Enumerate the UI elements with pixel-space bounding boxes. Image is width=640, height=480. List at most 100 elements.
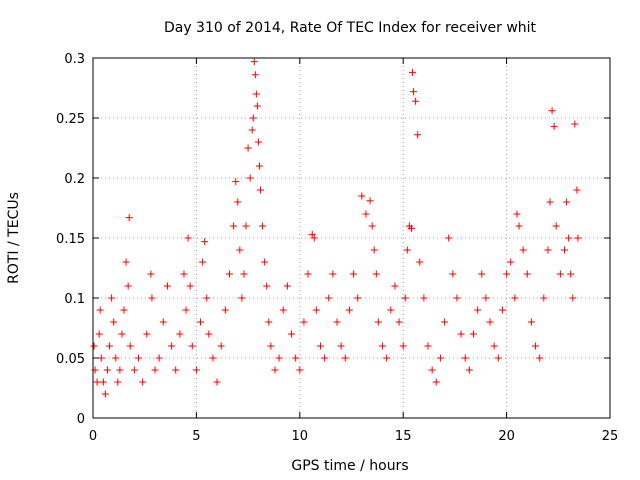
data-point — [565, 234, 573, 242]
data-point — [370, 246, 378, 254]
data-point — [246, 174, 254, 182]
data-point — [478, 270, 486, 278]
data-point — [540, 294, 548, 302]
data-point — [151, 366, 159, 374]
x-axis-label: GPS time / hours — [291, 458, 408, 474]
data-point — [168, 342, 176, 350]
data-point — [257, 186, 265, 194]
data-point — [552, 222, 560, 230]
data-point — [304, 270, 312, 278]
data-point — [271, 366, 279, 374]
x-tick-label: 25 — [602, 429, 619, 444]
data-point — [263, 282, 271, 290]
data-point — [180, 270, 188, 278]
data-point — [503, 270, 511, 278]
data-point — [130, 366, 138, 374]
data-point — [108, 294, 116, 302]
data-point — [374, 318, 382, 326]
data-point — [358, 192, 366, 200]
data-point — [134, 354, 142, 362]
data-point — [395, 318, 403, 326]
data-point — [498, 306, 506, 314]
data-point — [95, 330, 103, 338]
data-point — [147, 270, 155, 278]
data-point — [252, 90, 260, 98]
data-point — [163, 282, 171, 290]
data-point — [372, 270, 380, 278]
data-point — [569, 294, 577, 302]
data-point — [428, 366, 436, 374]
data-point — [556, 270, 564, 278]
data-point — [259, 222, 267, 230]
data-point — [199, 258, 207, 266]
data-point — [544, 246, 552, 254]
data-point — [248, 126, 256, 134]
data-point — [300, 318, 308, 326]
data-point — [310, 234, 318, 242]
data-points — [90, 58, 582, 398]
data-point — [345, 306, 353, 314]
data-point — [391, 282, 399, 290]
data-point — [242, 222, 250, 230]
chart-title: Day 310 of 2014, Rate Of TEC Index for r… — [164, 20, 537, 36]
data-point — [523, 270, 531, 278]
data-point — [532, 342, 540, 350]
data-point — [288, 330, 296, 338]
data-point — [410, 88, 418, 96]
data-point — [255, 162, 263, 170]
data-point — [465, 366, 473, 374]
data-point — [436, 354, 444, 362]
data-point — [205, 330, 213, 338]
data-point — [401, 294, 409, 302]
data-point — [449, 270, 457, 278]
data-point — [292, 354, 300, 362]
data-point — [548, 107, 556, 115]
data-point — [321, 354, 329, 362]
data-point — [333, 318, 341, 326]
data-point — [101, 390, 109, 398]
data-point — [253, 102, 261, 110]
data-point — [527, 318, 535, 326]
data-point — [308, 230, 316, 238]
data-point — [192, 366, 200, 374]
x-tick-label: 5 — [192, 429, 200, 444]
data-point — [486, 318, 494, 326]
gridlines — [93, 58, 610, 418]
data-point — [563, 198, 571, 206]
data-point — [283, 282, 291, 290]
data-point — [432, 378, 440, 386]
data-point — [234, 198, 242, 206]
data-point — [197, 318, 205, 326]
data-point — [474, 306, 482, 314]
plot-frame — [92, 57, 611, 419]
data-point — [182, 306, 190, 314]
data-point — [312, 306, 320, 314]
data-point — [362, 210, 370, 218]
data-point — [139, 378, 147, 386]
data-point — [251, 71, 259, 79]
data-point — [571, 120, 579, 128]
data-point — [368, 222, 376, 230]
data-point — [573, 186, 581, 194]
data-point — [457, 330, 465, 338]
data-point — [546, 198, 554, 206]
data-point — [172, 366, 180, 374]
data-point — [424, 342, 432, 350]
data-point — [337, 342, 345, 350]
data-point — [221, 306, 229, 314]
data-point — [99, 378, 107, 386]
data-point — [296, 366, 304, 374]
y-tick-label: 0.15 — [56, 232, 85, 247]
data-point — [230, 222, 238, 230]
data-point — [574, 234, 582, 242]
data-point — [232, 178, 240, 186]
data-point — [112, 354, 120, 362]
data-point — [106, 342, 114, 350]
data-point — [265, 318, 273, 326]
y-tick-label: 0.25 — [56, 112, 85, 127]
data-point — [366, 197, 374, 205]
data-point — [354, 294, 362, 302]
data-point — [217, 342, 225, 350]
data-point — [387, 306, 395, 314]
